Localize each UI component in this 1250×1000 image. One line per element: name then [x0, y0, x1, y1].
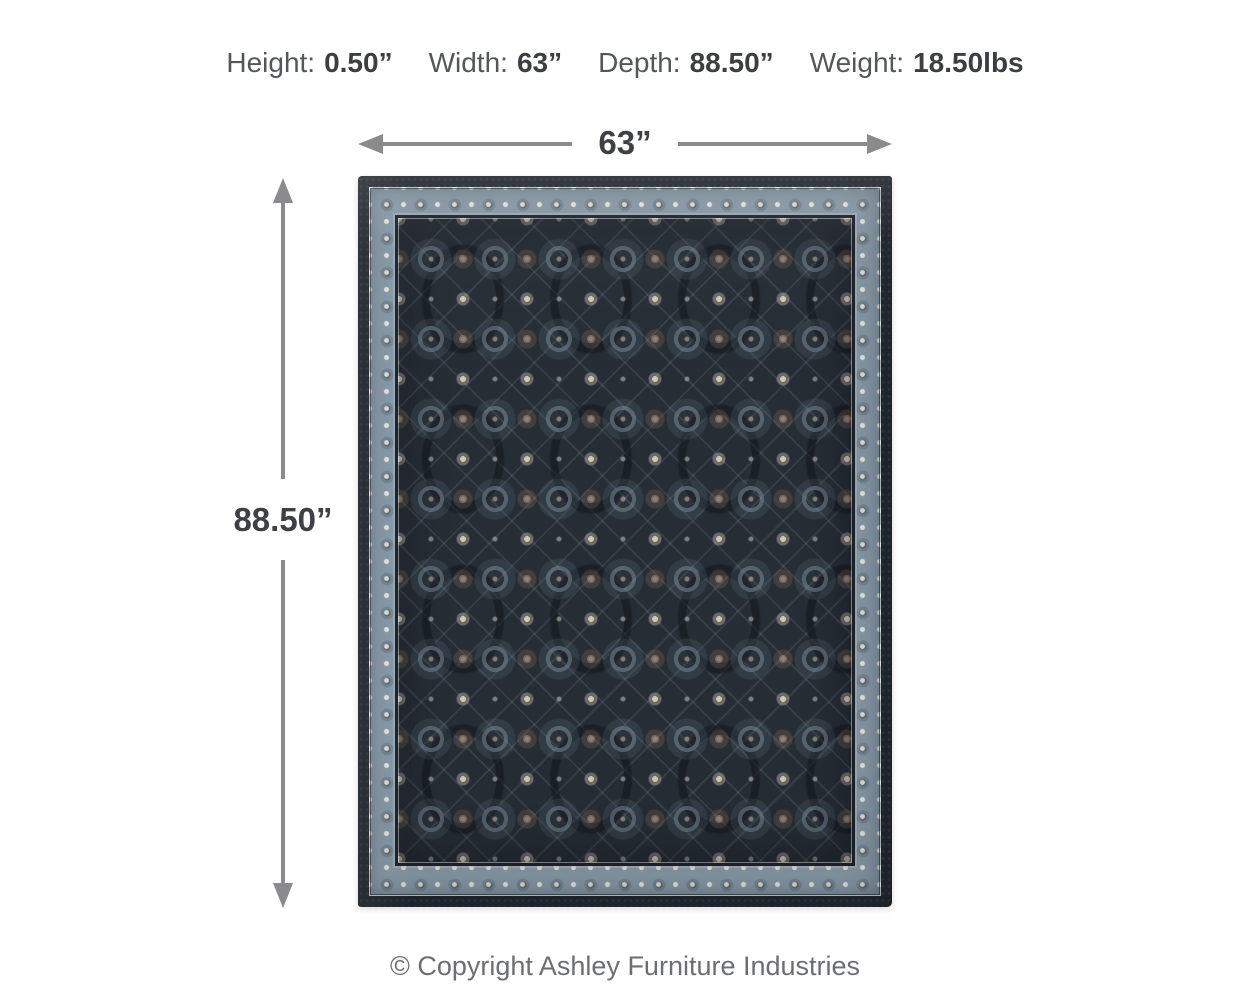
width-dimension-arrow: 63”	[358, 123, 892, 161]
arrowhead-up-icon	[273, 178, 293, 203]
spec-height: Height: 0.50”	[226, 47, 393, 79]
spec-weight: Weight: 18.50lbs	[809, 47, 1024, 79]
rug-center-field	[398, 218, 852, 863]
spec-weight-label: Weight:	[809, 47, 905, 78]
width-dimension-label: 63”	[598, 123, 652, 161]
depth-dimension-arrow: 88.50”	[213, 178, 353, 908]
spec-width-value: 63”	[516, 47, 563, 78]
spec-depth: Depth: 88.50”	[598, 47, 774, 79]
spec-width-label: Width:	[428, 47, 508, 78]
rug-product-image	[358, 176, 892, 907]
arrowhead-left-icon	[358, 134, 383, 154]
spec-header: Height: 0.50” Width: 63” Depth: 88.50” W…	[0, 47, 1250, 79]
width-arrow-line-right	[677, 142, 867, 146]
arrowhead-down-icon	[273, 883, 293, 908]
arrowhead-right-icon	[867, 134, 892, 154]
width-arrow-line-left	[383, 142, 573, 146]
depth-arrow-line-top	[281, 203, 285, 479]
spec-depth-value: 88.50”	[689, 47, 774, 78]
spec-weight-value: 18.50lbs	[913, 47, 1024, 78]
spec-height-label: Height:	[226, 47, 316, 78]
spec-height-value: 0.50”	[324, 47, 393, 78]
copyright-text: © Copyright Ashley Furniture Industries	[389, 951, 861, 981]
depth-dimension-label: 88.50”	[233, 500, 333, 538]
depth-arrow-line-bottom	[281, 559, 285, 883]
spec-width: Width: 63”	[428, 47, 563, 79]
spec-depth-label: Depth:	[598, 47, 681, 78]
